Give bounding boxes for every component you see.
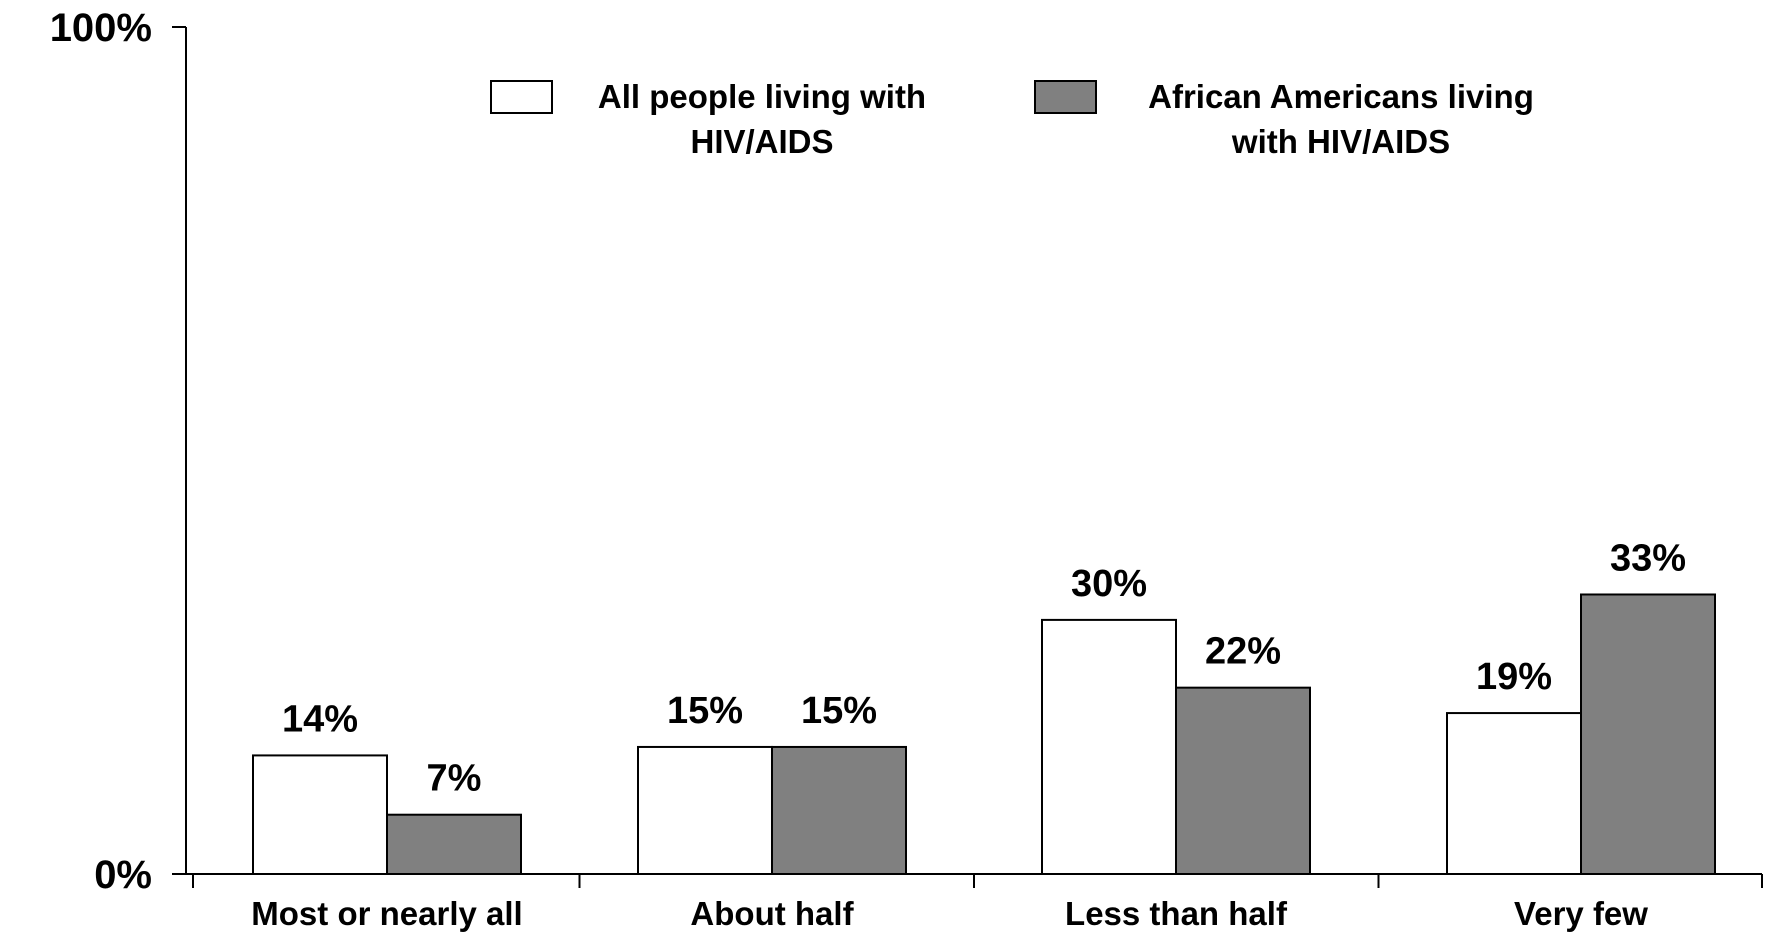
legend-label-series-1: HIV/AIDS bbox=[690, 123, 833, 160]
legend-swatch-series-1 bbox=[490, 80, 553, 114]
data-label: 14% bbox=[282, 698, 358, 740]
data-label: 22% bbox=[1205, 631, 1281, 673]
bar-series-2 bbox=[1580, 593, 1716, 875]
legend-label-series-2: African Americans living bbox=[1148, 78, 1534, 115]
category-label: Very few bbox=[1514, 895, 1648, 932]
bar-series-1 bbox=[1041, 618, 1177, 876]
category-label: Less than half bbox=[1065, 895, 1288, 932]
axes: 0% 100% Most or nearly all About half Less t… bbox=[50, 6, 1763, 932]
legend: All people living with HIV/AIDS African Am… bbox=[490, 78, 1534, 160]
bar-series-1 bbox=[252, 754, 388, 875]
legend-label-series-1: All people living with bbox=[598, 78, 926, 115]
data-label: 33% bbox=[1610, 537, 1686, 579]
data-label: 7% bbox=[427, 758, 482, 800]
bars bbox=[252, 593, 1716, 876]
data-label: 15% bbox=[801, 690, 877, 732]
category-label: Most or nearly all bbox=[251, 895, 522, 932]
y-tick-label: 100% bbox=[50, 6, 152, 50]
category-label: About half bbox=[690, 895, 854, 932]
bar-series-2 bbox=[771, 745, 907, 876]
bar-series-2 bbox=[1175, 686, 1311, 875]
y-tick-label: 0% bbox=[94, 853, 152, 897]
bar-series-1 bbox=[1446, 712, 1582, 875]
data-label: 30% bbox=[1071, 563, 1147, 605]
bar-series-2 bbox=[386, 813, 522, 876]
legend-label-series-2: with HIV/AIDS bbox=[1231, 123, 1450, 160]
bar-series-1 bbox=[637, 745, 773, 876]
data-labels: 14% 15% 30% 19% 7% 15% 22% 33% bbox=[282, 537, 1686, 799]
legend-swatch-series-2 bbox=[1034, 80, 1097, 114]
data-label: 19% bbox=[1476, 656, 1552, 698]
data-label: 15% bbox=[667, 690, 743, 732]
